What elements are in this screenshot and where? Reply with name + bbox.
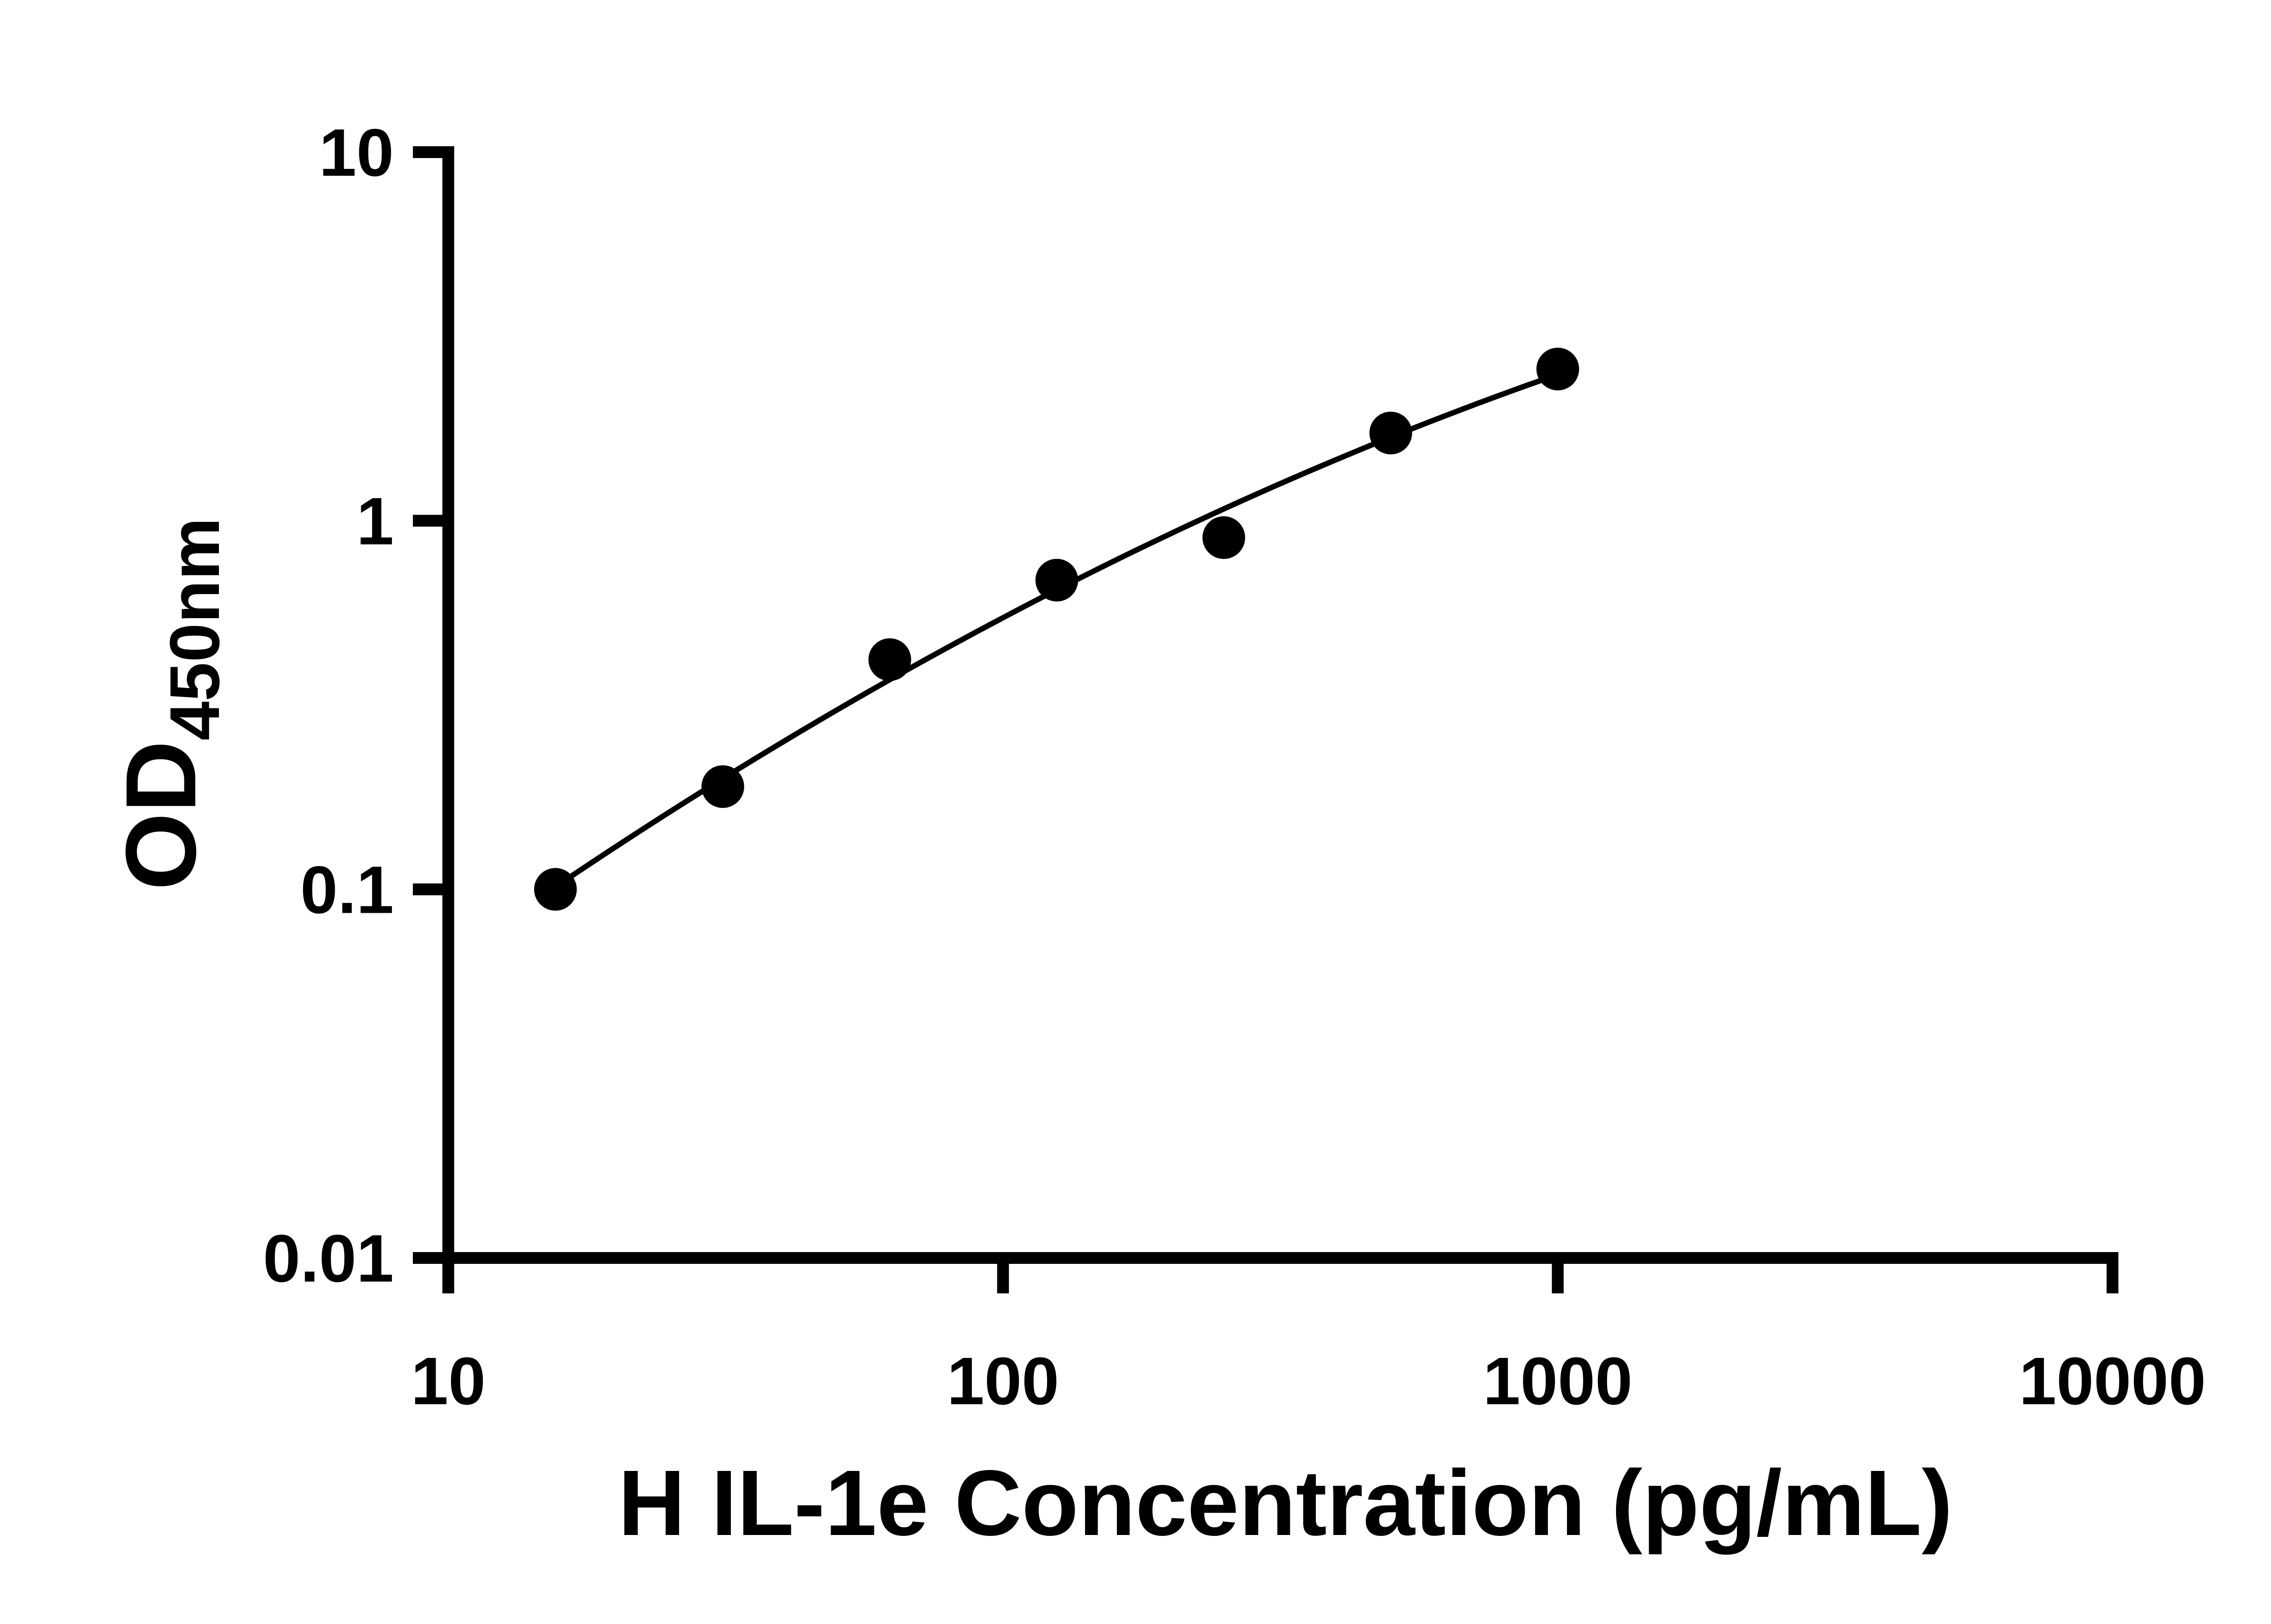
x-tick-label: 1000	[1483, 1344, 1632, 1419]
y-axis-title: OD450nm	[105, 517, 234, 890]
y-tick-label: 10	[319, 115, 394, 190]
data-point	[534, 868, 577, 911]
y-tick-label: 1	[357, 484, 394, 559]
data-point	[1369, 411, 1412, 455]
data-point	[1202, 516, 1245, 559]
x-tick-label: 10	[411, 1344, 486, 1419]
data-point	[1035, 559, 1078, 602]
y-tick-label: 0.01	[263, 1221, 394, 1296]
x-tick-label: 100	[947, 1344, 1059, 1419]
x-axis-title: H IL-1e Concentration (pg/mL)	[618, 1451, 1953, 1555]
data-point	[1536, 347, 1579, 391]
y-tick-label: 0.1	[300, 852, 394, 927]
x-tick-label: 10000	[2019, 1344, 2206, 1419]
data-point	[701, 765, 744, 808]
fit-line	[545, 371, 1561, 895]
plot-layer	[534, 347, 1579, 911]
axes-layer: 10 100 1000 10000 0.01 0.1 1 10	[263, 115, 2206, 1419]
y-axis-title-subscript: 450nm	[155, 517, 234, 740]
y-axis-title-main: OD	[105, 741, 217, 891]
data-point	[868, 638, 911, 681]
